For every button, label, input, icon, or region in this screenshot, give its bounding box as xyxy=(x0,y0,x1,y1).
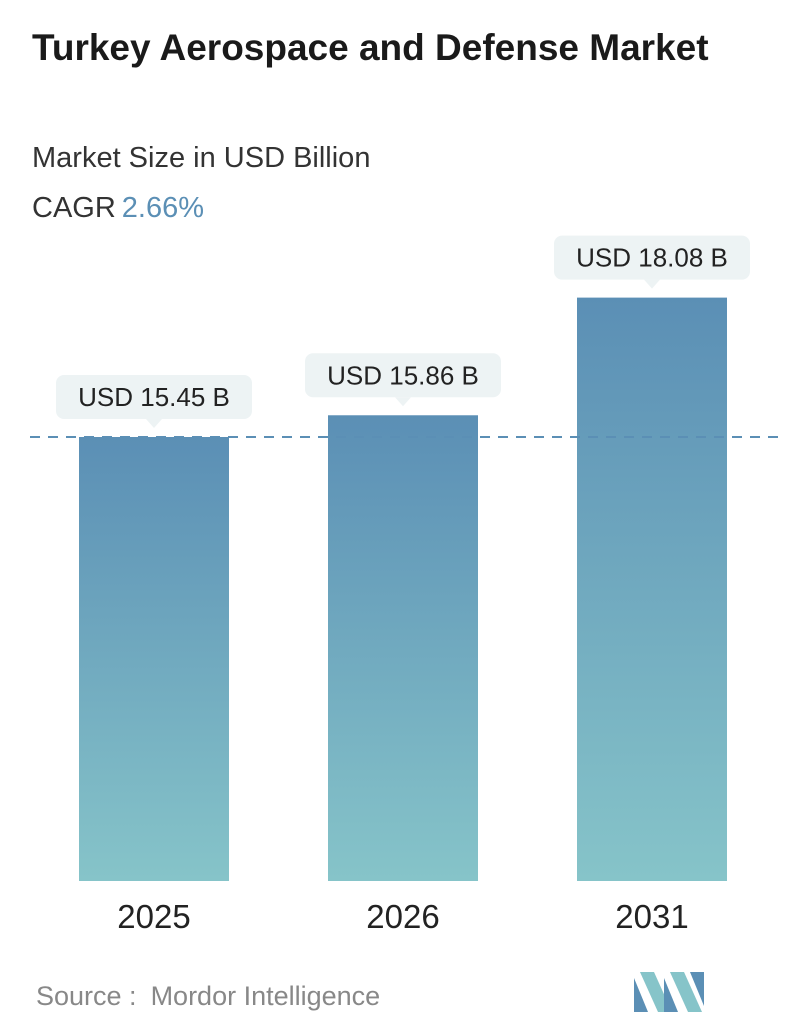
data-label-pointer xyxy=(395,397,411,407)
cagr-label: CAGR xyxy=(32,192,116,224)
x-axis-labels: 2025 2026 2031 xyxy=(117,898,688,935)
cagr-value: 2.66% xyxy=(121,192,205,224)
data-label-box xyxy=(554,235,750,280)
data-label-pointer xyxy=(644,279,660,289)
source-name: Mordor Intelligence xyxy=(150,981,381,1011)
data-label-text: USD 18.08 B xyxy=(576,243,728,273)
bars xyxy=(79,297,727,881)
mordor-intelligence-logo xyxy=(634,972,704,1012)
data-label-2026: USD 15.86 B xyxy=(305,353,501,407)
data-labels: USD 15.45 B USD 15.86 B USD 18.08 B xyxy=(56,235,750,428)
data-label-2025: USD 15.45 B xyxy=(56,375,252,428)
source-line: Source : Mordor Intelligence xyxy=(36,978,380,1014)
x-axis-label-2026: 2026 xyxy=(366,898,439,935)
data-label-text: USD 15.86 B xyxy=(327,360,479,390)
x-axis-label-2031: 2031 xyxy=(615,898,688,935)
data-label-box xyxy=(56,375,252,419)
source-label: Source : xyxy=(36,981,137,1011)
cagr-line: CAGR 2.66% xyxy=(32,188,204,228)
bar-2025 xyxy=(79,437,229,881)
bar-2031 xyxy=(577,297,727,881)
bar-2026 xyxy=(328,415,478,881)
data-label-2031: USD 18.08 B xyxy=(554,235,750,289)
data-label-text: USD 15.45 B xyxy=(78,382,230,412)
x-axis-label-2025: 2025 xyxy=(117,898,190,935)
chart-title: Turkey Aerospace and Defense Market xyxy=(32,27,709,68)
data-label-box xyxy=(305,353,501,398)
chart-subtitle: Market Size in USD Billion xyxy=(32,142,371,174)
data-label-pointer xyxy=(146,419,162,428)
